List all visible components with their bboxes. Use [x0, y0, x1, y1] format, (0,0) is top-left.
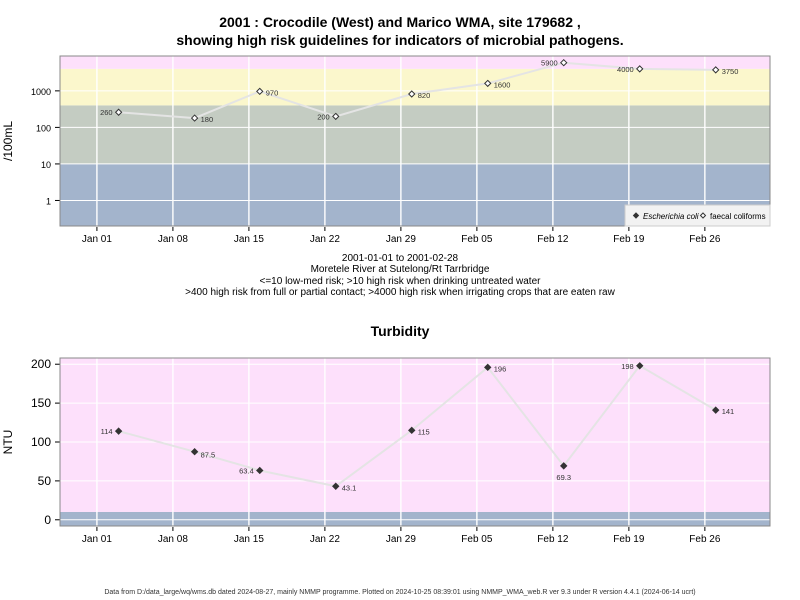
x-tick-label: Feb 19 — [613, 534, 645, 545]
data-point — [332, 112, 340, 121]
risk-band-1 — [60, 358, 770, 512]
legend-marker-faecal — [699, 212, 707, 219]
legend-label-ecoli: Escherichia coli — [643, 212, 699, 221]
chart-legend: Escherichia coli faecal coliforms — [624, 204, 771, 227]
y-tick-label: 1000 — [31, 87, 51, 97]
plot-frame — [59, 357, 771, 527]
data-point — [256, 87, 264, 96]
data-label: 4000 — [617, 65, 634, 74]
data-point — [256, 466, 264, 475]
risk-band-1 — [60, 105, 770, 164]
data-point — [636, 362, 644, 370]
data-label: 63.4 — [239, 466, 254, 475]
y-axis-label: /100mL — [1, 121, 15, 161]
x-tick-label: Feb 26 — [689, 534, 721, 545]
y-tick-label: 1 — [46, 196, 51, 206]
turbidity-chart: Jan 01 Jan 08 Jan 15 Jan 22 Jan 29 Feb 05 Feb … — [1, 357, 771, 545]
y-tick-label: 100 — [36, 123, 51, 133]
y-axis-label: NTU — [1, 430, 15, 455]
data-label: 3750 — [722, 67, 739, 76]
data-label: 180 — [201, 115, 214, 124]
data-point — [484, 79, 492, 88]
data-point — [560, 462, 568, 470]
data-label: 69.3 — [556, 473, 571, 482]
x-tick-label: Jan 08 — [158, 534, 188, 545]
data-label: 141 — [722, 407, 735, 416]
legend-label-faecal: faecal coliforms — [710, 212, 766, 221]
legend-marker-ecoli — [632, 212, 640, 219]
data-label: 820 — [418, 91, 431, 100]
data-label: 260 — [100, 108, 113, 117]
data-label: 200 — [317, 112, 330, 121]
x-tick-label: Feb 12 — [537, 534, 569, 545]
footer-note: Data from D:/data_large/wq/wms.db dated … — [104, 589, 696, 596]
contact-risk-text: >400 high risk from full or partial cont… — [185, 287, 615, 298]
turbidity-title: Turbidity — [370, 323, 430, 339]
x-tick-label: Jan 01 — [82, 534, 112, 545]
x-tick-label: Jan 22 — [310, 234, 340, 245]
data-point — [560, 58, 568, 67]
data-label: 196 — [494, 364, 507, 373]
data-point — [712, 406, 720, 414]
x-tick-label: Feb 19 — [613, 234, 645, 245]
data-label: 114 — [101, 427, 113, 436]
data-point — [114, 427, 123, 435]
y-tick-label: 10 — [41, 160, 51, 170]
drinking-risk-text: <=10 low-med risk; >10 high risk when dr… — [259, 276, 541, 287]
data-point — [114, 108, 123, 116]
x-tick-label: Jan 29 — [386, 534, 416, 545]
x-tick-label: Jan 22 — [310, 534, 340, 545]
data-point — [484, 363, 492, 372]
y-tick-label: 0 — [44, 513, 51, 527]
data-point — [636, 65, 644, 73]
data-point — [408, 426, 416, 435]
data-point — [408, 90, 416, 98]
x-tick-label: Jan 15 — [234, 534, 264, 545]
microbial-chart: Jan 01 Jan 08 Jan 15 Jan 22 Jan 29 Feb 05 Feb … — [1, 55, 771, 245]
data-label: 198 — [621, 362, 634, 371]
x-tick-label: Jan 08 — [158, 234, 188, 245]
chart-title-line-1: 2001 : Crocodile (West) and Marico WMA, … — [219, 14, 581, 30]
x-tick-label: Feb 05 — [461, 534, 493, 545]
data-label: 43.1 — [342, 483, 357, 492]
risk-band-0 — [60, 512, 770, 526]
y-tick-label: 200 — [31, 357, 51, 371]
y-tick-label: 100 — [31, 435, 51, 449]
data-label: 87.5 — [201, 451, 216, 460]
data-label: 970 — [266, 88, 279, 97]
risk-band-2 — [60, 68, 770, 106]
x-tick-label: Jan 01 — [82, 234, 112, 245]
y-tick-label: 50 — [38, 474, 52, 488]
site-name-text: Moretele River at Sutelong/Rt Tarrbridge — [310, 264, 490, 275]
x-tick-label: Feb 12 — [537, 234, 569, 245]
x-tick-label: Jan 29 — [386, 234, 416, 245]
data-point — [190, 448, 199, 456]
x-tick-label: Feb 05 — [461, 234, 493, 245]
data-label: 1600 — [494, 80, 511, 89]
data-label: 115 — [418, 427, 430, 436]
data-label: 5900 — [541, 59, 558, 68]
legend-box — [624, 204, 771, 227]
data-point — [712, 66, 720, 74]
y-tick-label: 150 — [31, 396, 51, 410]
x-tick-label: Jan 15 — [234, 234, 264, 245]
date-range-text: 2001-01-01 to 2001-02-28 — [341, 253, 459, 264]
chart-title-line-2: showing high risk guidelines for indicat… — [176, 32, 624, 48]
plot-frame — [59, 55, 771, 227]
x-tick-label: Feb 26 — [689, 234, 721, 245]
data-point — [332, 482, 340, 490]
data-point — [190, 114, 199, 122]
